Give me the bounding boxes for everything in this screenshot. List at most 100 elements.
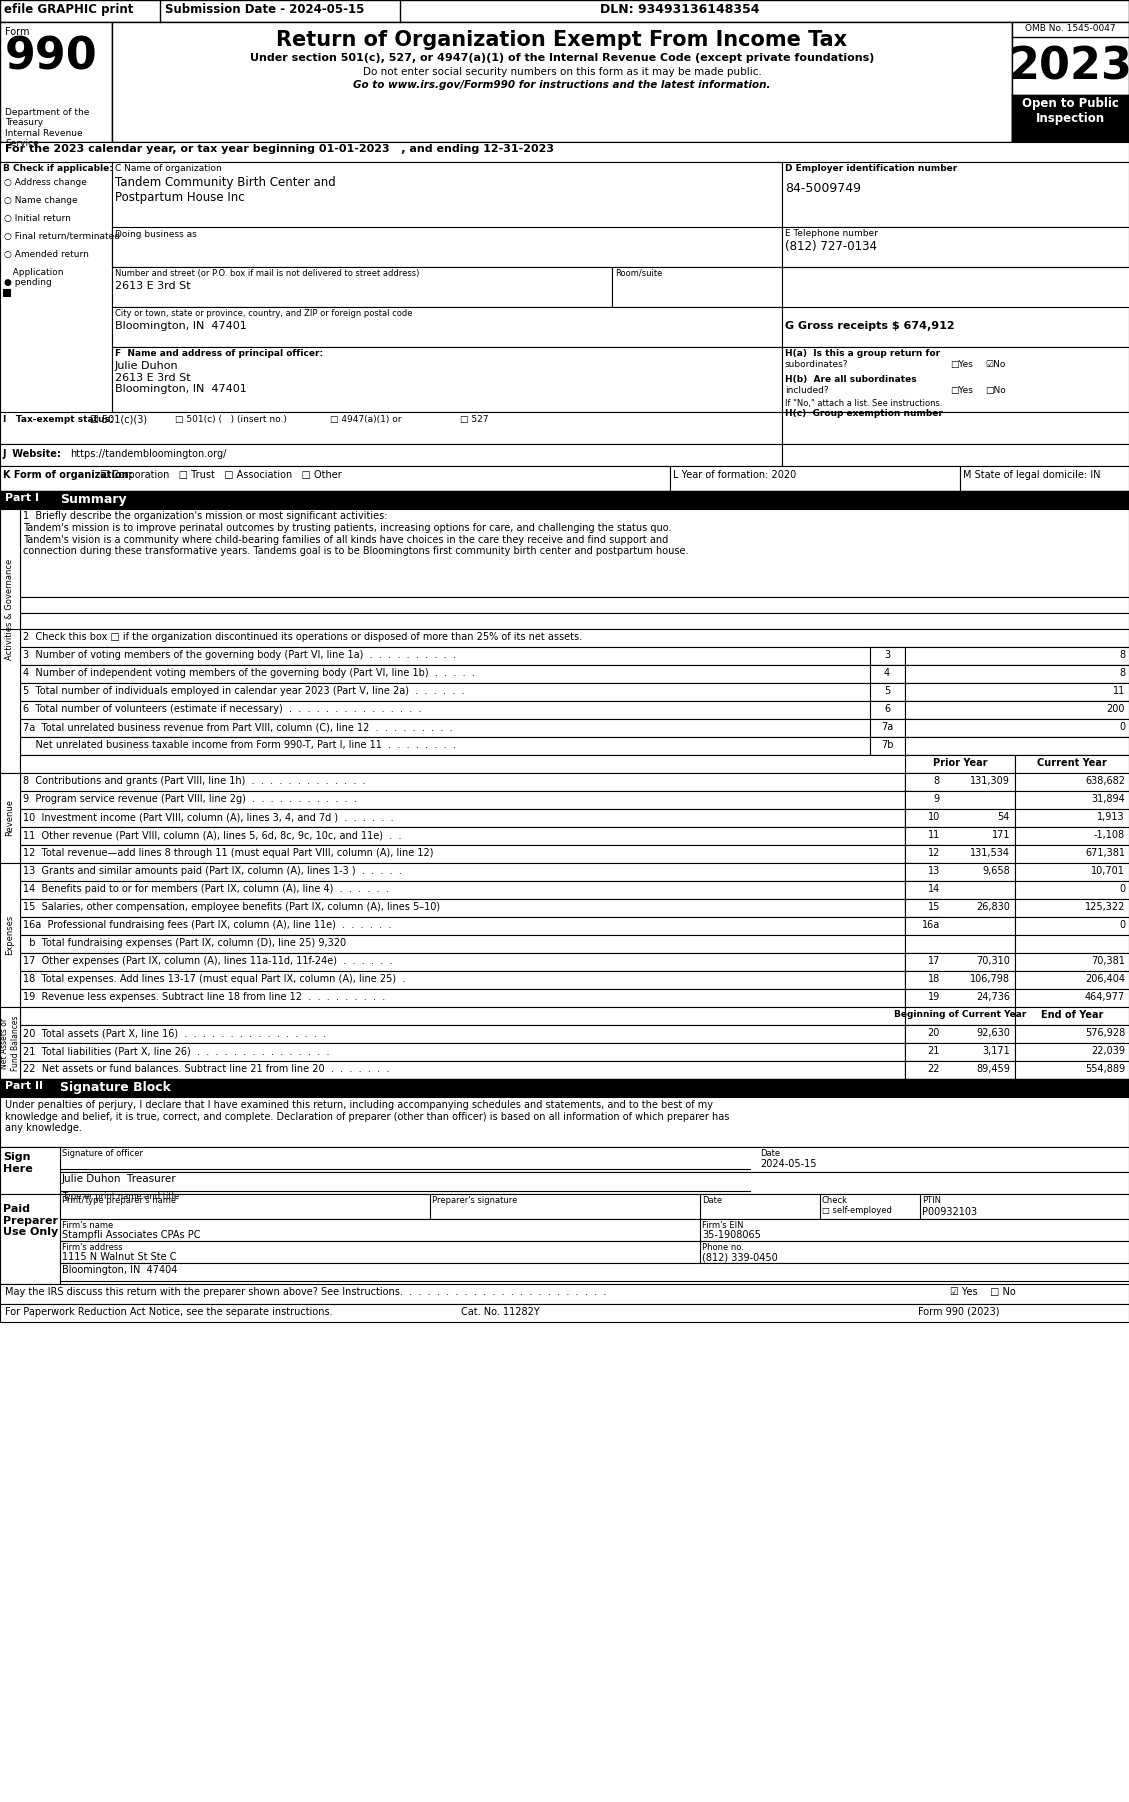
Text: Preparer's signature: Preparer's signature: [432, 1197, 517, 1206]
Text: P00932103: P00932103: [922, 1207, 977, 1216]
Bar: [669, 467, 960, 490]
Text: ○ Address change: ○ Address change: [5, 178, 87, 187]
Bar: [782, 227, 1129, 267]
Text: For the 2023 calendar year, or tax year beginning 01-01-2023   , and ending 12-3: For the 2023 calendar year, or tax year …: [5, 144, 554, 153]
Bar: [20, 989, 905, 1007]
Bar: [1015, 935, 1129, 953]
Bar: [0, 863, 20, 1007]
Bar: [20, 971, 905, 989]
Text: Net Assets or
Fund Balances: Net Assets or Fund Balances: [0, 1015, 19, 1070]
Bar: [905, 989, 940, 1007]
Bar: [0, 142, 1129, 162]
Text: 7a: 7a: [881, 723, 893, 732]
Text: Check
□ self-employed: Check □ self-employed: [822, 1197, 892, 1215]
Text: Under penalties of perjury, I declare that I have examined this return, includin: Under penalties of perjury, I declare th…: [5, 1099, 729, 1133]
Text: 21  Total liabilities (Part X, line 26)  .  .  .  .  .  .  .  .  .  .  .  .  .  : 21 Total liabilities (Part X, line 26) .…: [23, 1045, 330, 1056]
Bar: [112, 162, 782, 267]
Text: Tandem's mission is to improve perinatal outcomes by trusting patients, increasi: Tandem's mission is to improve perinatal…: [23, 523, 689, 557]
Text: May the IRS discuss this return with the preparer shown above? See Instructions.: May the IRS discuss this return with the…: [5, 1287, 606, 1297]
Text: 171: 171: [991, 831, 1010, 840]
Text: Stampfli Associates CPAs PC: Stampfli Associates CPAs PC: [62, 1231, 201, 1240]
Bar: [905, 845, 940, 863]
Text: 7a  Total unrelated business revenue from Part VIII, column (C), line 12  .  .  : 7a Total unrelated business revenue from…: [23, 723, 453, 732]
Text: 21: 21: [928, 1045, 940, 1056]
Text: Tandem Community Birth Center and
Postpartum House Inc: Tandem Community Birth Center and Postpa…: [115, 177, 335, 204]
Text: 15: 15: [928, 903, 940, 912]
Bar: [112, 22, 1012, 142]
Bar: [20, 917, 905, 935]
Text: 17: 17: [928, 957, 940, 966]
Bar: [905, 647, 1129, 665]
Text: Julie Duhon
2613 E 3rd St
Bloomington, IN  47401: Julie Duhon 2613 E 3rd St Bloomington, I…: [115, 360, 247, 395]
Text: ☑ Corporation   □ Trust   □ Association   □ Other: ☑ Corporation □ Trust □ Association □ Ot…: [100, 470, 342, 479]
Bar: [905, 917, 1015, 935]
Bar: [905, 881, 1015, 899]
Bar: [905, 791, 1015, 809]
Text: 1  Briefly describe the organization's mission or most significant activities:: 1 Briefly describe the organization's mi…: [23, 512, 387, 521]
Text: Date: Date: [760, 1150, 780, 1159]
Bar: [1015, 809, 1129, 827]
Bar: [60, 1242, 1129, 1263]
Text: 3: 3: [884, 651, 890, 660]
Bar: [0, 1007, 20, 1079]
Bar: [0, 490, 1129, 508]
Text: 12: 12: [928, 849, 940, 858]
Text: □ 527: □ 527: [460, 414, 489, 423]
Bar: [905, 1061, 940, 1079]
Text: (812) 727-0134: (812) 727-0134: [785, 240, 877, 252]
Text: 2023: 2023: [1008, 45, 1129, 88]
Text: 8: 8: [934, 777, 940, 786]
Text: City or town, state or province, country, and ZIP or foreign postal code: City or town, state or province, country…: [115, 308, 412, 317]
Bar: [112, 227, 782, 267]
Bar: [1015, 953, 1129, 971]
Text: I   Tax-exempt status:: I Tax-exempt status:: [3, 414, 114, 423]
Bar: [60, 1218, 1129, 1242]
Text: Beginning of Current Year: Beginning of Current Year: [894, 1009, 1026, 1018]
Text: 10  Investment income (Part VIII, column (A), lines 3, 4, and 7d )  .  .  .  .  : 10 Investment income (Part VIII, column …: [23, 813, 394, 822]
Bar: [20, 881, 905, 899]
Bar: [782, 443, 1129, 467]
Text: ☑No: ☑No: [984, 360, 1006, 369]
Text: If "No," attach a list. See instructions.: If "No," attach a list. See instructions…: [785, 398, 943, 407]
Bar: [905, 917, 940, 935]
Bar: [1015, 917, 1129, 935]
Text: 15  Salaries, other compensation, employee benefits (Part IX, column (A), lines : 15 Salaries, other compensation, employe…: [23, 903, 440, 912]
Text: 54: 54: [998, 813, 1010, 822]
Text: 12  Total revenue—add lines 8 through 11 (must equal Part VIII, column (A), line: 12 Total revenue—add lines 8 through 11 …: [23, 849, 434, 858]
Bar: [905, 827, 940, 845]
Text: Cat. No. 11282Y: Cat. No. 11282Y: [461, 1306, 540, 1317]
Text: 19  Revenue less expenses. Subtract line 18 from line 12  .  .  .  .  .  .  .  .: 19 Revenue less expenses. Subtract line …: [23, 991, 385, 1002]
Text: 0: 0: [1119, 921, 1124, 930]
Text: 84-5009749: 84-5009749: [785, 182, 861, 195]
Bar: [60, 1263, 1129, 1281]
Text: ☑ Yes    □ No: ☑ Yes □ No: [949, 1287, 1016, 1297]
Text: 200: 200: [1106, 705, 1124, 714]
Bar: [870, 665, 905, 683]
Bar: [20, 613, 1129, 629]
Text: 18: 18: [928, 975, 940, 984]
Text: Activities & Governance: Activities & Governance: [6, 559, 15, 660]
Text: 0: 0: [1119, 885, 1124, 894]
Bar: [782, 306, 1129, 348]
Text: (812) 339-0450: (812) 339-0450: [702, 1252, 778, 1261]
Text: Submission Date - 2024-05-15: Submission Date - 2024-05-15: [165, 4, 365, 16]
Text: For Paperwork Reduction Act Notice, see the separate instructions.: For Paperwork Reduction Act Notice, see …: [5, 1306, 333, 1317]
Text: 18  Total expenses. Add lines 13-17 (must equal Part IX, column (A), line 25)  .: 18 Total expenses. Add lines 13-17 (must…: [23, 975, 405, 984]
Text: H(c)  Group exemption number: H(c) Group exemption number: [785, 409, 943, 418]
Bar: [20, 953, 905, 971]
Bar: [20, 845, 905, 863]
Bar: [0, 1148, 60, 1195]
Text: 2  Check this box □ if the organization discontinued its operations or disposed : 2 Check this box □ if the organization d…: [23, 633, 583, 642]
Text: Firm's EIN: Firm's EIN: [702, 1222, 744, 1231]
Bar: [20, 647, 1129, 665]
Text: C Name of organization: C Name of organization: [115, 164, 221, 173]
Text: H(b)  Are all subordinates: H(b) Are all subordinates: [785, 375, 917, 384]
Text: b  Total fundraising expenses (Part IX, column (D), line 25) 9,320: b Total fundraising expenses (Part IX, c…: [23, 939, 347, 948]
Text: 10: 10: [928, 813, 940, 822]
Text: Return of Organization Exempt From Income Tax: Return of Organization Exempt From Incom…: [277, 31, 848, 50]
Bar: [20, 863, 905, 881]
Text: Type or print name and title: Type or print name and title: [62, 1191, 180, 1200]
Text: Net unrelated business taxable income from Form 990-T, Part I, line 11  .  .  . : Net unrelated business taxable income fr…: [23, 741, 456, 750]
Bar: [1015, 971, 1129, 989]
Text: 131,534: 131,534: [970, 849, 1010, 858]
